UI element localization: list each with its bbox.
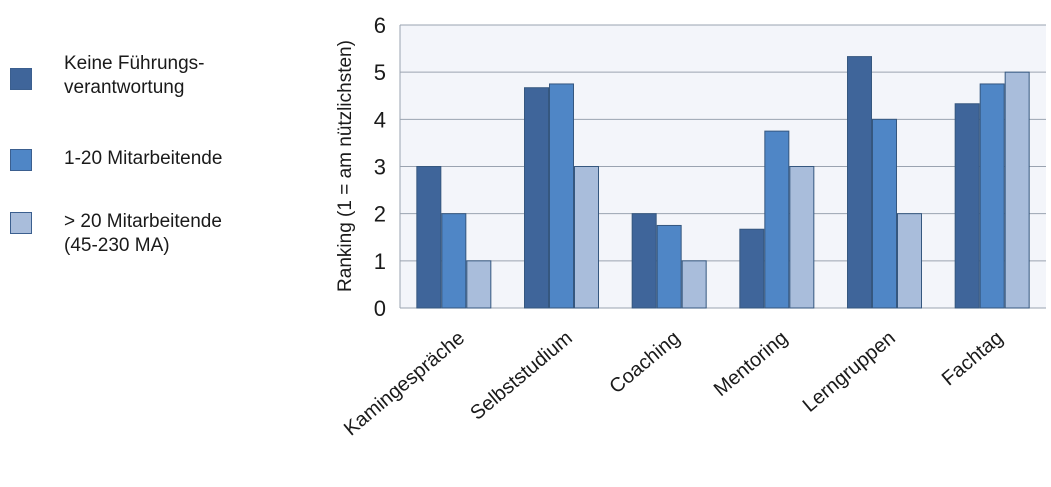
bar-1-5 [847, 56, 872, 309]
legend-swatch-series-3 [10, 212, 32, 234]
y-tick-label: 2 [374, 202, 386, 227]
bar-1-2 [524, 87, 549, 309]
y-axis-label: Ranking (1 = am nützlichsten) [335, 40, 356, 292]
legend-swatch-series-1 [10, 68, 32, 90]
bar-1-3 [631, 213, 657, 309]
bar-2-4 [764, 130, 790, 309]
y-axis-ticks: 0 1 2 3 4 5 6 [374, 13, 386, 321]
x-tick-label: Coaching [605, 327, 684, 398]
bars [416, 56, 1030, 309]
gridlines [399, 24, 1046, 309]
bar-3-1 [466, 260, 492, 309]
x-tick-label: Mentoring [710, 327, 792, 401]
legend-swatch-series-2 [10, 149, 32, 171]
y-tick-label: 3 [374, 155, 386, 180]
bar-2-2 [549, 83, 574, 309]
bar-1-4 [739, 228, 765, 309]
y-tick-label: 6 [374, 13, 386, 38]
bar-3-6 [1004, 71, 1030, 309]
bar-2-6 [979, 83, 1005, 309]
x-tick-label: Selbststudium [466, 327, 576, 425]
x-tick-label: Lerngruppen [799, 327, 900, 417]
y-tick-label: 0 [374, 296, 386, 321]
y-tick-label: 5 [374, 60, 386, 85]
bar-2-5 [872, 118, 897, 309]
x-tick-label: Kamingespräche [340, 327, 469, 440]
bar-3-4 [789, 166, 815, 309]
x-tick-label: Fachtag [938, 327, 1008, 390]
y-tick-label: 4 [374, 107, 386, 132]
legend-label-series-2: 1-20 Mitarbeitende [64, 148, 223, 169]
bar-1-6 [954, 103, 980, 309]
y-tick-label: 1 [374, 249, 386, 274]
bar-1-1 [416, 166, 442, 309]
bar-2-3 [656, 224, 682, 309]
bar-2-1 [441, 213, 467, 309]
legend-label-series-3: > 20 Mitarbeitende (45-230 MA) [64, 211, 222, 256]
bar-3-2 [574, 166, 599, 309]
bar-3-3 [681, 260, 707, 309]
legend-label-series-1: Keine Führungs- verantwortung [64, 53, 205, 98]
bar-3-5 [897, 213, 922, 309]
